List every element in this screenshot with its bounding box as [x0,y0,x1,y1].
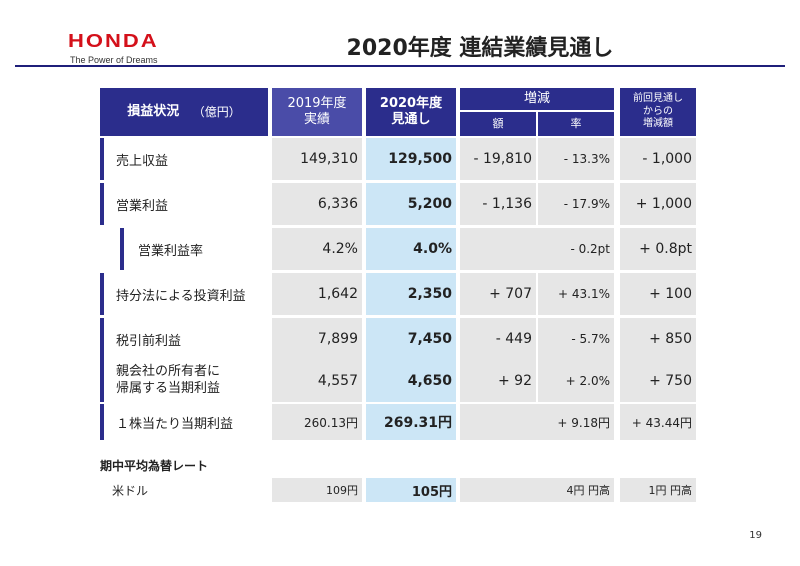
row-label-line2: 帰属する当期利益 [116,381,221,396]
fx-section-title: 期中平均為替レート [100,459,209,473]
fx-prev: 1円 円高 [620,478,696,502]
cell-rate: + 2.0% [538,360,614,402]
header-change-amount: 額 [460,112,536,136]
cell-diff: - 19,810 [460,138,536,180]
header-unit: （億円） [192,104,241,119]
header-label-cell: 損益状況 （億円） [100,88,268,136]
row-label: １株当たり当期利益 [100,404,268,440]
honda-logo: HONDA [68,30,159,52]
row-label: 営業利益 [100,183,268,225]
cell-diff: + 707 [460,273,536,315]
cell-2019: 4.2% [272,228,362,270]
header-2020-line2: 見通し [391,112,431,127]
header-prev-line1: 前回見通し [633,93,683,105]
row-label: 親会社の所有者に 帰属する当期利益 [100,360,268,402]
header-2019-line2: 実績 [303,112,330,127]
fx-label: 米ドル [112,483,149,498]
cell-prev: + 1,000 [620,183,696,225]
title-rule [15,65,785,67]
fx-2020: 105円 [366,478,456,502]
cell-2019: 149,310 [272,138,362,180]
cell-2019: 7,899 [272,318,362,360]
cell-rate: - 5.7% [538,318,614,360]
fx-diff: 4円 円高 [460,478,614,502]
header-label: 損益状況 [127,103,180,119]
header-prev-line3: 増減額 [643,118,673,130]
cell-2020: 269.31円 [366,404,456,440]
header-change-rate: 率 [538,112,614,136]
cell-prev: - 1,000 [620,138,696,180]
cell-2019: 6,336 [272,183,362,225]
cell-prev: + 750 [620,360,696,402]
cell-prev: + 0.8pt [620,228,696,270]
cell-2020: 7,450 [366,318,456,360]
header-2019-line1: 2019年度 [287,95,347,111]
row-label: 税引前利益 [100,318,268,360]
brand-tagline: The Power of Dreams [70,55,158,65]
cell-diff: - 1,136 [460,183,536,225]
fx-2019: 109円 [272,478,362,502]
row-label: 持分法による投資利益 [100,273,268,315]
header-prev-line2: からの [643,105,673,117]
cell-prev: + 100 [620,273,696,315]
cell-diff: - 449 [460,318,536,360]
cell-2020: 4.0% [366,228,456,270]
row-label-line1: 親会社の所有者に [116,364,221,380]
cell-prev: + 43.44円 [620,404,696,440]
header-change: 増減 [460,88,614,110]
page-number: 19 [749,530,762,541]
cell-rate: + 43.1% [538,273,614,315]
cell-2019: 1,642 [272,273,362,315]
header-2020: 2020年度 見通し [366,88,456,136]
header-2019: 2019年度 実績 [272,88,362,136]
header-prev-diff: 前回見通し からの 増減額 [620,88,696,136]
cell-diff-rate: - 0.2pt [460,228,614,270]
cell-2020: 2,350 [366,273,456,315]
cell-2019: 4,557 [272,360,362,402]
cell-2019: 260.13円 [272,404,362,440]
cell-prev: + 850 [620,318,696,360]
cell-2020: 129,500 [366,138,456,180]
cell-2020: 4,650 [366,360,456,402]
cell-diff-rate: + 9.18円 [460,404,614,440]
header-2020-line1: 2020年度 [379,95,443,111]
row-label: 営業利益率 [120,228,268,270]
cell-rate: - 13.3% [538,138,614,180]
page-title: 2020年度 連結業績見通し [346,36,614,61]
cell-2020: 5,200 [366,183,456,225]
row-label: 売上収益 [100,138,268,180]
cell-rate: - 17.9% [538,183,614,225]
cell-diff: + 92 [460,360,536,402]
